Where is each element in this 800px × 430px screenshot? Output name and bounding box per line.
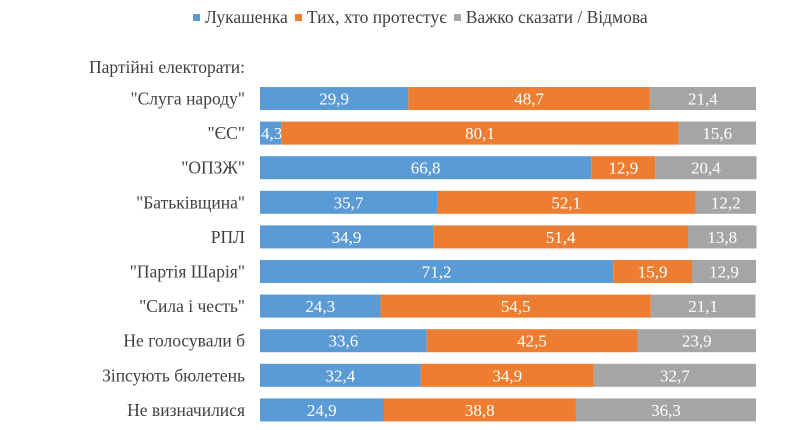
bar-segment (655, 156, 757, 180)
category-label: "Партія Шарія" (130, 262, 245, 282)
bar-segment (437, 190, 696, 214)
bar-segment (692, 260, 756, 283)
data-label: 15,9 (638, 263, 668, 282)
data-label: 20,4 (691, 159, 721, 178)
bar-segment (260, 260, 614, 283)
bar-segment (593, 363, 756, 387)
data-label: 4,3 (261, 124, 282, 143)
data-label: 12,9 (709, 263, 739, 282)
legend-swatch-gray (453, 13, 461, 21)
category-label: Не визначилися (127, 400, 245, 420)
data-label: 38,8 (465, 401, 495, 420)
bar-segment (408, 87, 650, 110)
data-label: 21,4 (688, 90, 718, 109)
bar-segment (260, 294, 381, 318)
bar-segment (678, 121, 756, 145)
bar-segment (260, 398, 384, 422)
bar-segment (260, 363, 421, 387)
data-label: 32,4 (325, 366, 355, 385)
bar-segment (613, 260, 693, 283)
legend-swatch-blue (193, 13, 200, 21)
data-label: 35,7 (334, 193, 364, 212)
category-label: Зіпсують бюлетень (102, 365, 245, 385)
bar-segment (426, 329, 638, 353)
legend-label: Тих, хто протестує (306, 6, 447, 27)
category-label: Не голосували б (123, 331, 245, 351)
chart-legend: Лукашенка Тих, хто протестує Важко сказа… (193, 6, 655, 28)
data-label: 24,3 (305, 297, 335, 316)
bar-segment (260, 156, 592, 180)
bar-segment (260, 190, 438, 214)
data-label: 32,7 (660, 366, 690, 385)
bar-segment (688, 225, 757, 249)
data-label: 24,9 (307, 401, 337, 420)
data-label: 12,9 (608, 159, 638, 178)
data-label: 54,5 (501, 297, 531, 316)
bar-segment (383, 398, 576, 422)
bar-segment (591, 156, 656, 180)
category-label: "ЄС" (207, 123, 245, 143)
bar-segment (695, 190, 756, 214)
category-label: РПЛ (211, 227, 245, 247)
data-label: 23,9 (682, 332, 712, 351)
legend-label: Важко сказати / Відмова (465, 6, 648, 27)
bar-segment (649, 87, 756, 110)
bar-segment (650, 294, 756, 318)
legend-label: Лукашенка (205, 6, 288, 27)
bar-segment (260, 329, 427, 353)
group-title: Партійні електорати: (88, 57, 245, 77)
data-label: 29,9 (319, 90, 349, 109)
data-label: 52,1 (551, 193, 581, 212)
bar-segment (433, 225, 689, 249)
category-label: "ОПЗЖ" (181, 158, 245, 178)
data-label: 33,6 (328, 332, 358, 351)
data-label: 34,9 (492, 366, 522, 385)
bar-segment (637, 329, 756, 353)
bar-segment (380, 294, 651, 318)
data-label: 12,2 (711, 193, 741, 212)
legend-swatch-orange (294, 13, 302, 21)
data-label: 48,7 (514, 90, 544, 109)
data-label: 42,5 (517, 332, 547, 351)
data-label: 80,1 (465, 124, 495, 143)
category-label: "Батьківщина" (136, 192, 245, 212)
data-label: 15,6 (702, 124, 732, 143)
data-label: 13,8 (707, 228, 737, 247)
data-label: 34,9 (332, 228, 362, 247)
bar-segment (260, 87, 409, 110)
bar-segment (281, 121, 679, 145)
data-label: 71,2 (422, 263, 452, 282)
bar-segment (575, 398, 756, 422)
category-label: "Сила і честь" (139, 296, 245, 316)
bar-segment (260, 225, 434, 249)
data-label: 66,8 (411, 159, 441, 178)
legend-item-protesters: Тих, хто протестує (294, 6, 447, 28)
category-label: "Слуга народу" (130, 89, 245, 109)
bar-segment (260, 121, 282, 145)
legend-item-hard-to-say: Важко сказати / Відмова (453, 6, 648, 28)
data-label: 36,3 (651, 401, 681, 420)
legend-item-lukashenka: Лукашенка (193, 7, 288, 28)
data-label: 51,4 (546, 228, 576, 247)
bar-segment (420, 363, 594, 387)
data-label: 21,1 (688, 297, 718, 316)
